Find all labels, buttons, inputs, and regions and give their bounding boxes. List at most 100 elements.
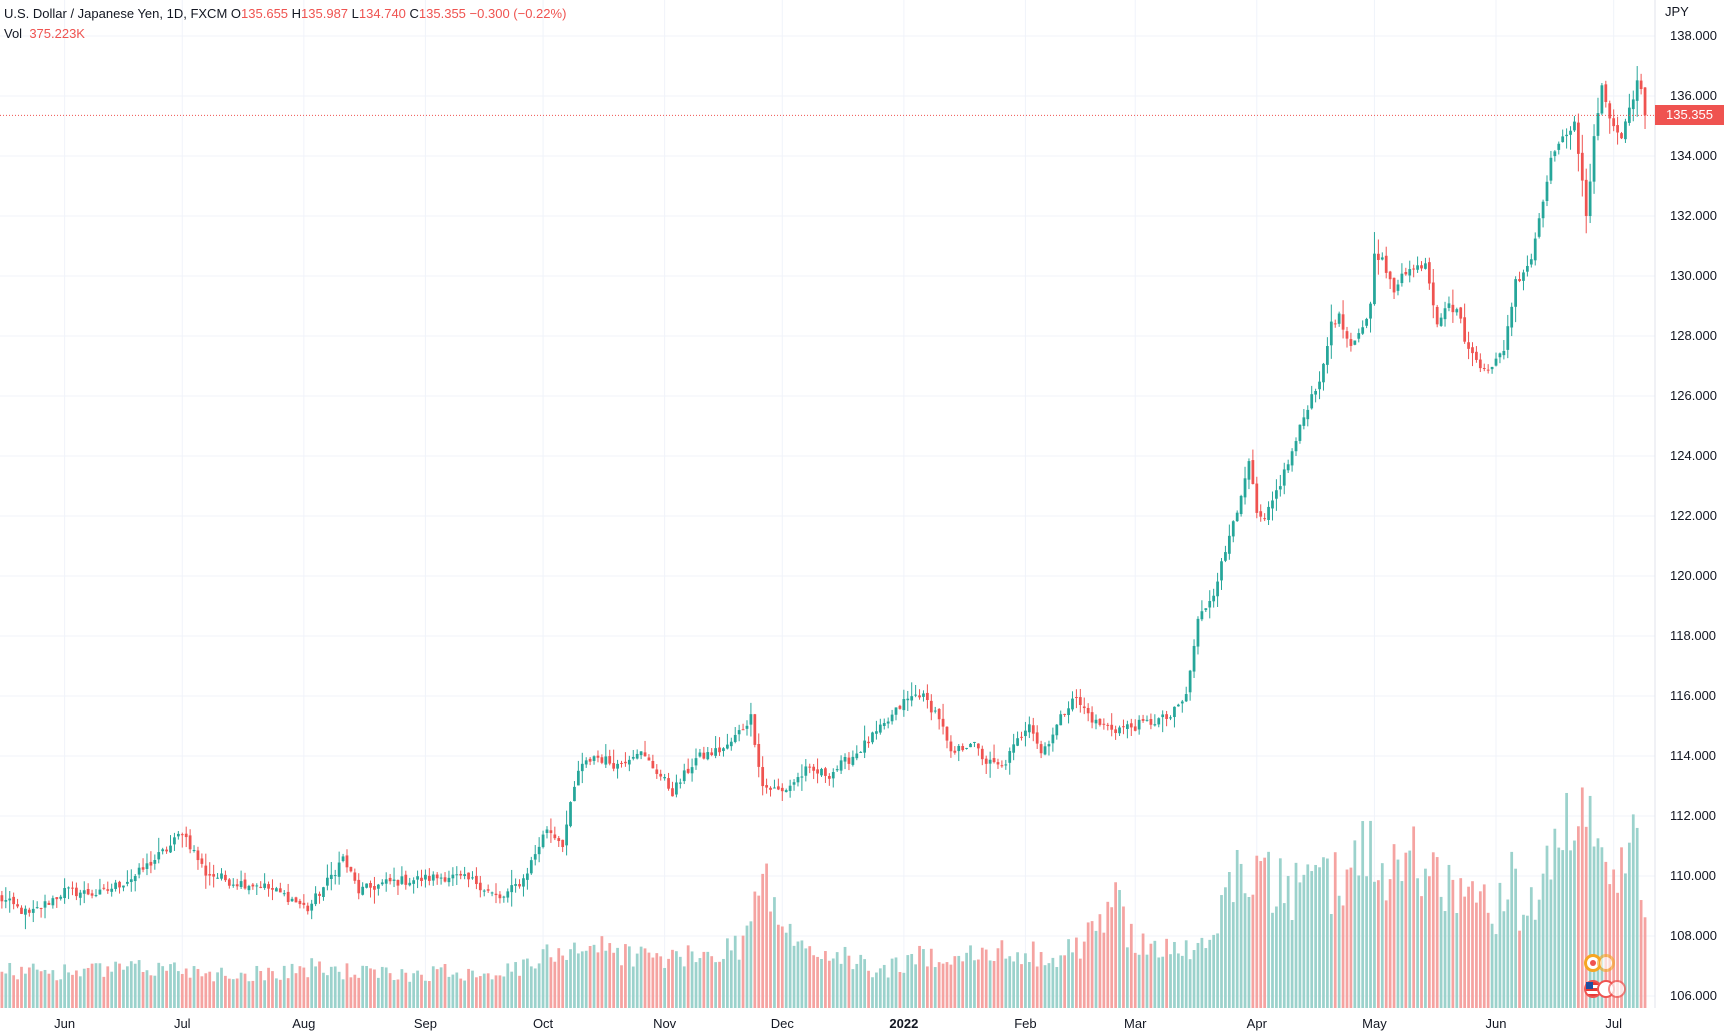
price-axis[interactable]: 106.000 108.000 110.000 112.000 114.000 116.0…	[1670, 28, 1717, 1003]
candle-body	[365, 883, 368, 888]
volume-bar	[1208, 939, 1212, 1008]
candle-body	[1596, 113, 1600, 136]
volume-bar	[1455, 912, 1459, 1008]
candle-body	[490, 892, 494, 894]
candle-body	[1133, 726, 1137, 731]
candle-body	[1008, 751, 1012, 763]
volume-bar	[1529, 887, 1533, 1008]
candle-body	[98, 889, 102, 895]
candle-body	[600, 757, 604, 763]
candle-body	[298, 900, 302, 905]
volume-bar	[1239, 863, 1243, 1008]
volume-bar	[620, 965, 623, 1008]
candle-body	[239, 881, 243, 888]
candle-body	[1075, 697, 1078, 699]
volume-bar	[306, 977, 310, 1008]
candle-body	[627, 759, 631, 765]
candle-body	[278, 888, 282, 893]
candle-body	[106, 889, 110, 891]
event-marker-icon[interactable]	[1597, 954, 1615, 972]
candle-body	[580, 763, 584, 772]
volume-bar	[1200, 937, 1204, 1008]
candle-body	[769, 787, 772, 790]
candle-body	[961, 746, 965, 751]
candle-body	[408, 882, 412, 886]
volume-bar	[1494, 934, 1498, 1008]
candle-body	[1216, 581, 1219, 597]
candle-body	[643, 752, 647, 757]
volume-bar	[1580, 787, 1584, 1008]
candle-body	[992, 758, 996, 763]
candle-body	[898, 705, 902, 709]
candle-body	[251, 884, 255, 887]
volume-bar	[953, 956, 957, 1008]
candle-body	[678, 782, 682, 784]
volume-label[interactable]: Vol	[4, 26, 23, 41]
candle-body	[1416, 265, 1419, 270]
candle-body	[584, 760, 588, 765]
volume-bar	[1576, 826, 1580, 1008]
candle-body	[1329, 321, 1333, 346]
candle-body	[451, 874, 455, 879]
volume-bar	[580, 951, 584, 1008]
volume-bar	[616, 947, 619, 1008]
volume-bar	[663, 967, 667, 1008]
volume-bar	[1475, 902, 1478, 1008]
candle-body	[612, 763, 616, 769]
event-marker-icon[interactable]	[1608, 980, 1626, 998]
volume-bar	[545, 944, 549, 1008]
candle-body	[24, 908, 27, 915]
symbol-title[interactable]: U.S. Dollar / Japanese Yen, 1D, FXCM	[4, 6, 228, 21]
volume-bar	[1184, 940, 1188, 1008]
candle-body	[710, 752, 714, 756]
candle-body	[1180, 701, 1184, 704]
candle-body	[1541, 201, 1545, 219]
volume-bar	[1506, 899, 1510, 1008]
time-axis[interactable]: Jun Jul Aug Sep Oct Nov Dec 2022 Feb Mar Apr May Jun…	[54, 1016, 1622, 1031]
volume-bar	[192, 966, 196, 1008]
volume-bar	[8, 962, 12, 1008]
candle-body	[494, 893, 498, 896]
volume-bar	[604, 950, 608, 1008]
candle-body	[694, 758, 698, 766]
candle-body	[553, 834, 557, 839]
volume-bar	[702, 951, 706, 1008]
volume-bar	[1361, 821, 1365, 1008]
candle-body	[953, 750, 957, 753]
candles	[0, 66, 1647, 930]
volume-bar	[565, 959, 568, 1008]
volume-bar	[373, 969, 376, 1008]
candle-body	[302, 902, 306, 905]
candle-body	[1051, 734, 1055, 744]
volume-bars	[0, 787, 1647, 1008]
candle-body	[1486, 369, 1490, 371]
volume-bar	[1412, 826, 1416, 1008]
volume-bar	[1000, 940, 1004, 1008]
candle-body	[655, 769, 659, 774]
volume-bar	[1318, 867, 1321, 1008]
candle-body	[518, 884, 521, 887]
volume-bar	[1357, 875, 1361, 1008]
volume-bar	[1247, 896, 1251, 1008]
volume-bar	[1467, 886, 1470, 1008]
volume-bar	[1098, 914, 1102, 1008]
volume-bar	[529, 966, 533, 1008]
volume-bar	[1329, 914, 1333, 1008]
volume-bar	[1231, 902, 1235, 1008]
candle-body	[1278, 486, 1282, 490]
volume-bar	[55, 980, 59, 1008]
candle-body	[835, 769, 839, 771]
volume-bar	[494, 975, 498, 1008]
candle-body	[271, 888, 274, 890]
candle-body	[35, 907, 39, 909]
volume-bar	[1459, 878, 1463, 1008]
volume-bar	[459, 978, 463, 1008]
volume-bar	[482, 973, 486, 1008]
volume-bar	[263, 980, 267, 1008]
candle-body	[776, 786, 780, 790]
candle-body	[235, 884, 239, 887]
volume-bar	[694, 962, 698, 1008]
candle-body	[1326, 346, 1329, 365]
candle-body	[733, 734, 737, 742]
